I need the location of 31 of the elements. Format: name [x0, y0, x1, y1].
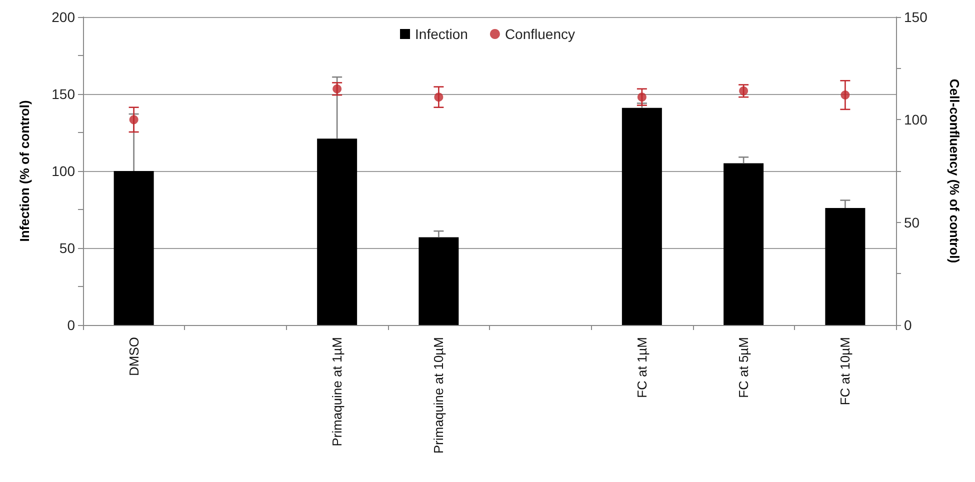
bar [114, 171, 154, 325]
bar [317, 138, 358, 325]
x-tick-label: FC at 10µM [838, 337, 853, 406]
bar [724, 163, 764, 325]
y-tick-label: 50 [59, 240, 76, 256]
point [434, 92, 444, 102]
point [637, 92, 646, 102]
y-tick-label: 150 [52, 86, 76, 102]
legend-label: Infection [415, 26, 468, 42]
bar [418, 237, 459, 325]
point [332, 84, 342, 94]
y2-axis-title: Cell-confluency (% of control) [947, 78, 962, 264]
y2-tick-label: 150 [904, 9, 928, 25]
bar [825, 208, 866, 325]
bar [622, 108, 662, 325]
legend-label: Confluency [504, 26, 575, 42]
y-tick-label: 200 [52, 9, 76, 25]
y-axis-title: Infection (% of control) [17, 100, 32, 242]
point [739, 86, 748, 96]
point [840, 90, 850, 100]
y2-tick-label: 100 [904, 112, 928, 128]
x-tick-label: DMSO [126, 337, 142, 376]
x-tick-label: Primaquine at 10µM [431, 337, 446, 454]
x-tick-label: FC at 5µM [736, 337, 752, 398]
y-tick-label: 100 [52, 163, 76, 179]
x-tick-label: FC at 1µM [634, 337, 650, 398]
y-tick-label: 0 [67, 317, 76, 333]
y2-tick-label: 50 [904, 214, 920, 230]
x-tick-label: Primaquine at 1µM [330, 337, 345, 446]
y2-tick-label: 0 [904, 317, 912, 333]
point [129, 115, 138, 124]
